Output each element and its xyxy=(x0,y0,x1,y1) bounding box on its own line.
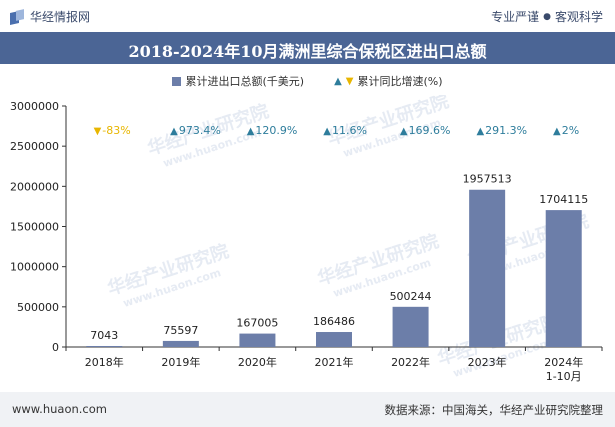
bar xyxy=(545,210,582,347)
growth-label: 973.4% xyxy=(179,124,221,137)
triangle-down-icon: ▼ xyxy=(345,75,354,87)
top-bar: 华经情报网 专业严谨 ● 客观科学 xyxy=(0,0,615,32)
bar-value-label: 186486 xyxy=(313,315,355,328)
x-tick-label: 2020年 xyxy=(238,355,277,369)
growth-up-marker: ▲ xyxy=(247,126,255,137)
growth-label: 11.6% xyxy=(332,124,367,137)
footer-website: www.huaon.com xyxy=(12,402,107,416)
brand-name: 华经情报网 xyxy=(30,10,91,24)
legend-growth-label: 累计同比增速(%) xyxy=(357,75,443,88)
chart-title: 2018-2024年10月满洲里综合保税区进出口总额 xyxy=(128,42,487,61)
footer: www.huaon.com 数据来源：中国海关，华经产业研究院整理 xyxy=(0,392,615,427)
y-tick-label: 0 xyxy=(52,341,59,354)
title-band: 2018-2024年10月满洲里综合保税区进出口总额 xyxy=(0,32,615,64)
bar xyxy=(86,346,123,347)
bar xyxy=(162,340,199,347)
growth-label: 291.3% xyxy=(485,124,527,137)
bar-value-label: 1957513 xyxy=(463,173,512,186)
x-tick-label: 2022年 xyxy=(391,355,430,369)
legend-item-bar: 累计进出口总额(千美元) xyxy=(172,73,304,89)
y-tick-label: 2500000 xyxy=(10,140,59,153)
y-tick-label: 1000000 xyxy=(10,261,59,274)
bar-value-label: 7043 xyxy=(90,329,118,342)
bar-value-label: 75597 xyxy=(163,324,198,337)
growth-label: 2% xyxy=(562,124,579,137)
growth-up-marker: ▲ xyxy=(170,126,178,137)
x-tick-label: 2023年 xyxy=(468,355,507,369)
slogan-separator: ● xyxy=(543,11,551,22)
bar-value-label: 500244 xyxy=(390,290,432,303)
bars xyxy=(86,189,582,347)
x-tick-label: 1-10月 xyxy=(546,370,582,383)
growth-up-marker: ▲ xyxy=(476,126,484,137)
x-tick-label: 2019年 xyxy=(161,355,200,369)
huajing-logo-icon xyxy=(10,8,24,25)
bar xyxy=(316,332,352,347)
legend-item-growth: ▲ ▼ 累计同比增速(%) xyxy=(334,73,442,89)
bar-value-label: 1704115 xyxy=(539,193,588,206)
y-tick-label: 2000000 xyxy=(10,180,59,193)
slogan-right: 客观科学 xyxy=(554,10,603,24)
growth-label: 169.6% xyxy=(409,124,451,137)
y-tick-label: 1500000 xyxy=(10,221,59,234)
legend-bar-label: 累计进出口总额(千美元) xyxy=(185,75,305,88)
growth-down-marker: ▼ xyxy=(94,126,102,137)
growth-up-marker: ▲ xyxy=(553,126,561,137)
legend-bar-swatch xyxy=(172,76,182,86)
x-tick-label: 2021年 xyxy=(315,355,354,369)
chart-legend: 累计进出口总额(千美元) ▲ ▼ 累计同比增速(%) xyxy=(0,73,615,89)
growth-label: -83% xyxy=(102,124,130,137)
growth-up-marker: ▲ xyxy=(400,126,408,137)
bar xyxy=(392,306,429,347)
y-tick-label: 3000000 xyxy=(10,100,59,113)
bar xyxy=(239,333,276,347)
growth-up-marker: ▲ xyxy=(323,126,331,137)
slogan-left: 专业严谨 xyxy=(491,10,540,24)
x-tick-label: 2018年 xyxy=(85,355,124,369)
triangle-up-icon: ▲ xyxy=(334,75,342,87)
footer-source: 数据来源：中国海关，华经产业研究院整理 xyxy=(384,403,604,417)
axes: 0 500000 1000000 1500000 2000000 2500000 30000… xyxy=(10,100,603,383)
growth-label: 120.9% xyxy=(255,124,297,137)
bar xyxy=(469,189,506,347)
x-tick-label: 2024年 xyxy=(544,355,583,369)
y-tick-label: 500000 xyxy=(17,301,59,314)
bar-value-label: 167005 xyxy=(236,317,278,330)
brand: 华经情报网 xyxy=(10,8,90,25)
data-labels: 7043▼ -83%75597▲ 973.4%167005▲ 120.9%186486… xyxy=(90,124,588,342)
slogan: 专业严谨 ● 客观科学 xyxy=(491,8,603,25)
